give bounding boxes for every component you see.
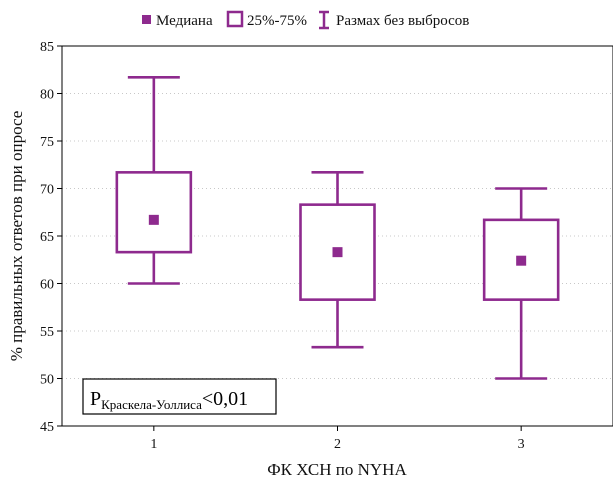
p-value-box — [82, 378, 277, 415]
y-tick-label: 60 — [40, 278, 54, 293]
iqr-box — [115, 171, 193, 254]
x-axis: 1 2 3 — [150, 426, 525, 452]
legend-whisker-label: Размах без выбросов — [336, 13, 469, 29]
x-tick-label: 1 — [150, 437, 157, 452]
x-axis-label: ФК ХСН по NYHA — [267, 460, 407, 479]
y-tick-label: 55 — [40, 325, 54, 340]
y-tick-label: 45 — [40, 420, 54, 435]
iqr-box — [299, 203, 376, 301]
y-tick-label: 50 — [40, 373, 54, 388]
x-tick-label: 2 — [334, 437, 341, 452]
p-value-annotation: PКраскела-Уоллиса<0,01 — [82, 378, 277, 415]
y-tick-label: 70 — [40, 183, 54, 198]
box-series — [115, 76, 560, 380]
median-marker — [148, 214, 159, 225]
legend-box-label: 25%-75% — [247, 13, 307, 29]
y-tick-label: 65 — [40, 230, 54, 245]
y-tick-label: 80 — [40, 88, 54, 103]
legend-whisker-marker — [319, 10, 329, 30]
legend-median-label: Медиана — [156, 13, 213, 29]
median-marker — [516, 255, 527, 266]
median-marker — [332, 247, 343, 258]
legend: Медиана 25%-75% Размах без выбросов — [142, 10, 469, 30]
y-axis-label: % правильных ответов при опросе — [7, 111, 26, 362]
y-tick-label: 85 — [40, 40, 54, 55]
x-tick-label: 3 — [518, 437, 525, 452]
box-group-3 — [482, 187, 560, 380]
legend-box-marker — [226, 10, 244, 28]
y-tick-label: 75 — [40, 135, 54, 150]
p-value-text: PКраскела-Уоллиса<0,01 — [90, 388, 248, 412]
box-group-2 — [299, 171, 376, 349]
box-group-1 — [115, 76, 193, 285]
y-axis: 45 50 55 60 65 70 75 80 85 — [40, 40, 62, 435]
legend-median-marker — [142, 15, 151, 24]
